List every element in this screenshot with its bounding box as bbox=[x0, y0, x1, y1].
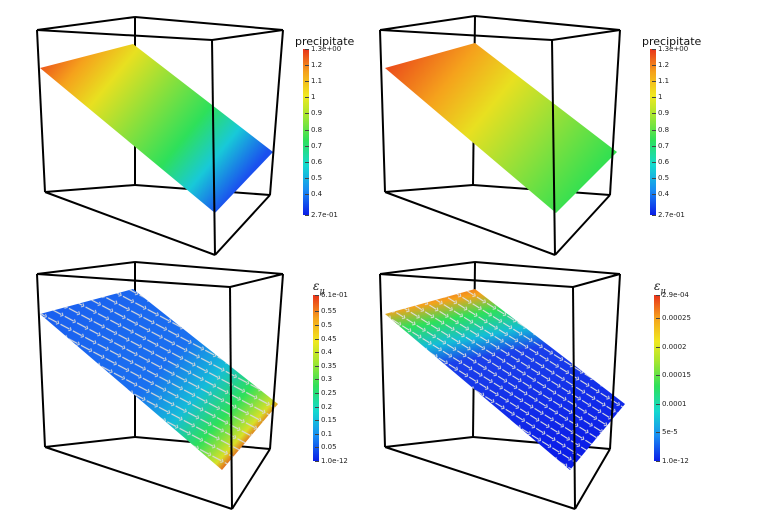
colorbar-tick-label: 0.8 bbox=[651, 125, 670, 134]
colorbar-tick-label: 0.2 bbox=[314, 402, 333, 411]
plot-3d-epsilon-mu-2 bbox=[379, 261, 625, 510]
colorbar-tick-label: 0.00025 bbox=[656, 313, 691, 322]
colorbar-max-label: 1.3e+00 bbox=[304, 45, 342, 53]
colorbar-tick-label: 0.9 bbox=[651, 109, 670, 118]
colorbar-tick-label: 0.45 bbox=[315, 334, 337, 343]
colorbar-tick-label: 1.1 bbox=[304, 77, 323, 86]
colorbar-gradient bbox=[303, 49, 309, 215]
colorbar-min-label: 1.0e-12 bbox=[315, 457, 348, 465]
colorbar-tick-label: 0.7 bbox=[304, 141, 323, 150]
colorbar-tick-label: 0.6 bbox=[651, 157, 670, 166]
plot-3d-precipitate-1 bbox=[36, 16, 284, 256]
colorbar-tick-label: 0.0001 bbox=[656, 399, 687, 408]
colorbar-tick-label: 0.35 bbox=[315, 361, 337, 370]
colorbar-tick-label: 0.55 bbox=[315, 307, 337, 316]
colorbar-tick-label: 5e-5 bbox=[656, 428, 678, 437]
colorbar-tick-label: 0.8 bbox=[304, 125, 323, 134]
colorbar-tick-label: 1 bbox=[651, 93, 663, 102]
colorbar-gradient bbox=[654, 295, 660, 461]
colorbar-title: precipitate bbox=[642, 35, 702, 48]
colorbar-tick-label: 0.9 bbox=[304, 109, 323, 118]
colorbar-tick-label: 1.2 bbox=[304, 61, 323, 70]
vector-arrows bbox=[385, 289, 625, 470]
colorbar-max-label: 1.3e+00 bbox=[651, 45, 689, 53]
colorbar-tick-label: 0.0002 bbox=[656, 342, 687, 351]
colorbar-precipitate-2: precipitate 1.3e+00 1.2 1.1 1 0.9 0.8 0.7 0.6 0.… bbox=[642, 33, 726, 233]
colorbar-tick-label: 1 bbox=[304, 93, 316, 102]
colorbar-tick-label: 0.25 bbox=[315, 388, 337, 397]
colorbar-tick-label: 0.15 bbox=[315, 416, 337, 425]
surface-slab bbox=[40, 44, 273, 213]
colorbar-precipitate-1: precipitate 1.3e+00 1.2 1.1 1 0.9 0.8 0.7 0.6 0.… bbox=[295, 33, 379, 233]
colorbar-tick-label: 0.1 bbox=[314, 429, 333, 438]
panel-bottom-right: εμ 2.9e-04 0.00025 0.0002 0.00015 0.0001 5e-5… bbox=[345, 257, 724, 514]
colorbar-title-symbol: ε bbox=[313, 279, 320, 293]
colorbar-tick-label: 0.4 bbox=[651, 190, 670, 199]
colorbar-gradient bbox=[313, 295, 319, 461]
colorbar-title-subscript: μ bbox=[660, 286, 666, 296]
colorbar-tick-label: 0.5 bbox=[304, 173, 323, 182]
plot-3d-epsilon-mu-1 bbox=[36, 261, 284, 510]
colorbar-epsilon-mu-1: εμ 6.1e-01 0.55 0.5 0.45 0.4 0.35 0.3 0.25 0.2 0.… bbox=[309, 279, 389, 479]
colorbar-tick-label: 0.4 bbox=[314, 348, 333, 357]
colorbar-title: εμ bbox=[654, 279, 666, 295]
colorbar-title-symbol: ε bbox=[654, 279, 661, 293]
panel-top-right: precipitate 1.3e+00 1.2 1.1 1 0.9 0.8 0.7 0.6 0.… bbox=[345, 0, 724, 257]
colorbar-tick-label: 0.7 bbox=[651, 141, 670, 150]
colorbar-tick-label: 0.00015 bbox=[656, 371, 691, 380]
colorbar-tick-label: 1.2 bbox=[651, 61, 670, 70]
colorbar-tick-label: 1.1 bbox=[651, 77, 670, 86]
colorbar-tick-label: 0.05 bbox=[315, 443, 337, 452]
colorbar-min-label: 1.0e-12 bbox=[656, 457, 689, 465]
colorbar-min-label: 2.7e-01 bbox=[652, 211, 685, 219]
colorbar-tick-label: 0.6 bbox=[304, 157, 323, 166]
panel-top-left: precipitate 1.3e+00 1.2 1.1 1 0.9 0.8 0.7 0.6 0.… bbox=[0, 0, 379, 257]
colorbar-epsilon-mu-2: εμ 2.9e-04 0.00025 0.0002 0.00015 0.0001 5e-5… bbox=[650, 279, 730, 479]
surface-slab bbox=[385, 43, 617, 213]
plot-3d-precipitate-2 bbox=[379, 15, 621, 256]
colorbar-tick-label: 0.5 bbox=[314, 320, 333, 329]
colorbar-min-label: 2.7e-01 bbox=[305, 211, 338, 219]
colorbar-tick-label: 0.3 bbox=[314, 375, 333, 384]
colorbar-title: εμ bbox=[313, 279, 325, 295]
vector-arrows bbox=[40, 289, 278, 470]
colorbar-title-subscript: μ bbox=[319, 286, 325, 296]
colorbar-gradient bbox=[650, 49, 656, 215]
colorbar-max-label: 2.9e-04 bbox=[656, 291, 689, 299]
colorbar-max-label: 6.1e-01 bbox=[315, 291, 348, 299]
colorbar-tick-label: 0.5 bbox=[651, 173, 670, 182]
colorbar-title: precipitate bbox=[295, 35, 355, 48]
panel-bottom-left: εμ 6.1e-01 0.55 0.5 0.45 0.4 0.35 0.3 0.25 0.2 0.… bbox=[0, 257, 379, 514]
colorbar-tick-label: 0.4 bbox=[304, 190, 323, 199]
